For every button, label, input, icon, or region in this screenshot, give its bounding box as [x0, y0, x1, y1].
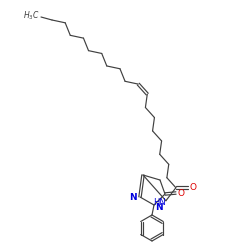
Text: O: O — [190, 183, 196, 192]
Text: N: N — [129, 192, 137, 202]
Text: N: N — [155, 202, 163, 211]
Text: $H_3C$: $H_3C$ — [23, 10, 39, 22]
Text: O: O — [178, 188, 184, 198]
Text: HN: HN — [154, 198, 166, 207]
